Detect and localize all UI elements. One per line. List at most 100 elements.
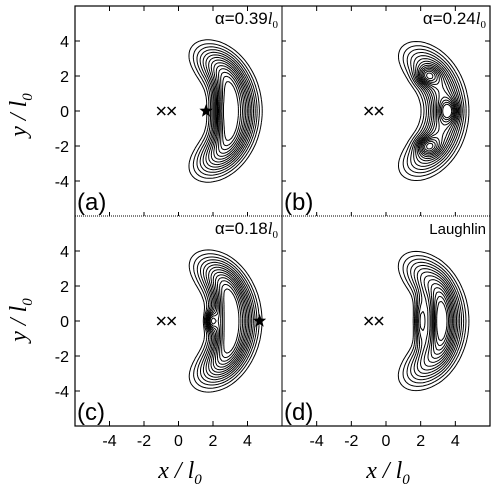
contour-line-c-10: [210, 277, 245, 365]
cross-marker-d-1: [374, 316, 384, 326]
x-axis-label-left: x / l0: [157, 458, 202, 488]
contour-line-c-3: [200, 259, 256, 383]
contour-line-d-2: [406, 258, 465, 384]
y-tick-label-0-1: -2: [55, 139, 69, 156]
x-tick-label-1-1: -2: [344, 433, 358, 450]
contour-line-b-4: [413, 55, 462, 167]
contour-line-b-10: [421, 67, 456, 155]
contour-line-a-7: [210, 59, 250, 163]
y-tick-label-0-4: 4: [60, 34, 69, 51]
x-tick-label-1-0: -4: [310, 433, 324, 450]
axes-group: -4 -2 0 2 4 -4 -2 0 2 4 -4 -2 0 2 4 -4 -2 0 2 4: [55, 5, 491, 450]
cross-marker-b-0: [364, 106, 374, 116]
panel-annotation-d: Laughlin: [429, 221, 486, 238]
panel-annotation-c: α=0.18l0: [215, 219, 279, 241]
contours-d: [397, 250, 470, 392]
contour-line-b-0: [398, 41, 470, 181]
annotation-sub-b: 0: [481, 19, 487, 31]
contour-line-a-2: [196, 46, 258, 176]
contour-line-d-6: [419, 271, 458, 371]
contour-line-d-0: [397, 250, 470, 392]
annotation-prefix-a: α=0.39: [215, 9, 268, 28]
panel-a: (a) α=0.39l0: [77, 9, 279, 216]
contour-line-a-8: [213, 62, 248, 160]
x-axis-label-sub-2: 0: [402, 472, 410, 488]
annotation-unit-b: l: [476, 9, 481, 28]
y-tick-label-0-0: -4: [55, 174, 69, 191]
panel-label-b: (b): [284, 189, 313, 216]
cross-marker-c-0: [156, 316, 166, 326]
contour-line-b-3: [410, 52, 463, 170]
contour-line-a-13: [223, 81, 239, 141]
y-axis-label-main: y / l: [6, 100, 32, 138]
contour-line-c-11: [219, 280, 244, 362]
contour-line-b-13: [426, 72, 453, 150]
contour-line-d-3: [410, 261, 463, 381]
y-tick-label-1-2: 0: [60, 314, 69, 331]
contours-b: [398, 41, 470, 181]
contour-line-d-9: [430, 283, 453, 359]
panel-label-a: (a): [77, 189, 106, 216]
y-tick-label-1-4: 4: [60, 244, 69, 261]
contour-line-c-9: [209, 274, 247, 368]
contour-line-c-2: [196, 256, 258, 386]
x-axis-label-right: x / l0: [365, 458, 410, 488]
contour-line-b-6: [416, 60, 460, 162]
x-tick-label-0-1: -2: [137, 433, 151, 450]
contour-line-d-4: [413, 264, 461, 378]
contour-line-d-1: [402, 255, 467, 387]
star-marker-a: [199, 104, 213, 117]
panels-group: (a)α=0.39l0(b)α=0.24l0(c)α=0.18l0(d)Laug…: [77, 9, 487, 426]
contour-line-b-2: [406, 48, 465, 174]
contour-line-a-11: [220, 71, 243, 151]
x-tick-label-0-2: 0: [174, 433, 183, 450]
contour-line-c-12: [221, 283, 242, 359]
contour-line-c-1: [193, 253, 260, 389]
panel-b: (b) α=0.24l0: [284, 9, 487, 216]
contours-a: [188, 39, 263, 183]
x-tick-label-0-0: -4: [102, 433, 116, 450]
contour-line-b-9: [420, 66, 457, 156]
contour-line-b-11: [422, 69, 455, 153]
y-axis-label-main-2: y / l: [6, 305, 32, 343]
y-axis-label-bottom: y / l0: [6, 298, 36, 344]
y-tick-label-1-0: -4: [55, 384, 69, 401]
contour-line-c-5: [205, 264, 253, 378]
panel-d: (d) Laughlin: [284, 221, 486, 426]
panel-annotation-a: α=0.39l0: [215, 9, 279, 31]
annotation-prefix-c: α=0.18: [215, 219, 268, 238]
contour-line-c-4: [202, 261, 254, 381]
contour-line-a-9: [215, 65, 247, 157]
y-tick-label-0-3: 2: [60, 69, 69, 86]
contour-line-d-5: [416, 268, 459, 374]
annotation-sub-a: 0: [273, 19, 279, 31]
cross-marker-b-1: [374, 106, 384, 116]
y-tick-label-1-3: 2: [60, 279, 69, 296]
x-tick-label-0-4: 4: [243, 433, 252, 450]
contour-line-c-6: [207, 266, 251, 376]
contour-line-d-7: [423, 275, 456, 367]
contour-line-d-8: [427, 279, 455, 363]
y-axis-label-sub: 0: [20, 93, 36, 101]
annotation-prefix-b: α=0.24: [423, 9, 476, 28]
contour-line-b-7: [417, 62, 458, 160]
x-axis-label-sub: 0: [194, 472, 202, 488]
y-tick-label-0-2: 0: [60, 104, 69, 121]
y-axis-label-top: y / l0: [6, 93, 36, 139]
contour-line-b-1: [402, 45, 467, 177]
cross-marker-c-1: [167, 316, 177, 326]
contour-line-a-12: [221, 75, 242, 147]
contour-line-b-5: [415, 58, 461, 164]
annotation-unit-a: l: [268, 9, 273, 28]
contour-line-d-11: [433, 291, 451, 351]
panel-label-d: (d): [284, 399, 313, 426]
contour-line-a-1: [192, 43, 260, 179]
annotation-sub-c: 0: [273, 229, 279, 241]
contour-line-a-10: [218, 68, 245, 154]
axis-labels-group: x / l0 x / l0 y / l0 y / l0: [6, 93, 410, 488]
annotation-unit-c: l: [268, 219, 273, 238]
cross-marker-a-0: [156, 106, 166, 116]
contour-line-d-12: [435, 295, 449, 347]
contour-line-b-8: [419, 64, 458, 158]
